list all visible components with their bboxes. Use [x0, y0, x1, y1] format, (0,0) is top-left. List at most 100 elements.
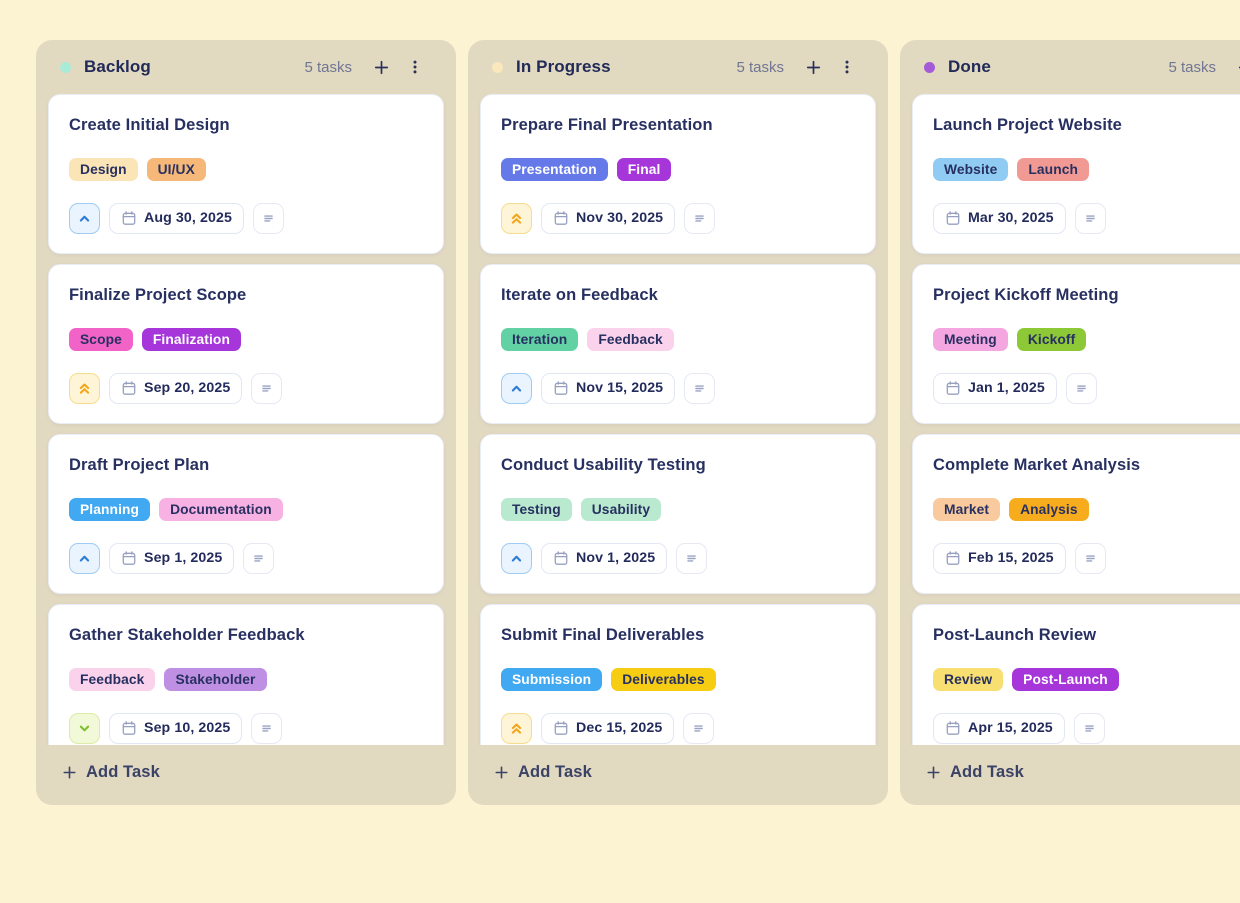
task-tag-feedback: Feedback	[69, 667, 156, 691]
task-card[interactable]: Complete Market Analysis Market Analysis …	[912, 434, 1240, 594]
task-card[interactable]: Post-Launch Review Review Post-Launch Apr…	[912, 604, 1240, 745]
tag-list: Iteration Feedback	[501, 327, 855, 351]
kanban-column-in-progress: In Progress 5 tasks Prepare Final Pr	[468, 40, 888, 805]
add-task-button[interactable]: Add Task	[62, 763, 160, 782]
calendar-icon	[945, 550, 961, 566]
task-card[interactable]: Project Kickoff Meeting Meeting Kickoff J…	[912, 264, 1240, 424]
due-date-chip[interactable]: Mar 30, 2025	[933, 202, 1066, 234]
calendar-icon	[121, 210, 137, 226]
tag-list: Scope Finalization	[69, 327, 423, 351]
column-task-count: 5 tasks	[1168, 58, 1216, 76]
task-card[interactable]: Launch Project Website Website Launch Mar…	[912, 94, 1240, 254]
due-date-chip[interactable]: Dec 15, 2025	[541, 712, 675, 744]
column-menu-button[interactable]	[402, 54, 428, 80]
notes-button[interactable]	[684, 202, 716, 234]
notes-button[interactable]	[1074, 542, 1106, 574]
priority-button[interactable]	[501, 372, 532, 404]
description-icon	[1082, 721, 1097, 736]
column-footer: Add Task	[468, 745, 888, 805]
column-add-button[interactable]	[1232, 54, 1240, 80]
description-icon	[1083, 551, 1098, 566]
notes-button[interactable]	[251, 372, 283, 404]
column-task-count: 5 tasks	[304, 58, 352, 76]
task-tag-testing: Testing	[501, 497, 572, 521]
due-date-chip[interactable]: Jan 1, 2025	[933, 372, 1057, 404]
notes-button[interactable]	[1065, 372, 1097, 404]
description-icon	[251, 551, 266, 566]
description-icon	[692, 381, 707, 396]
priority-button[interactable]	[69, 372, 100, 404]
priority-button[interactable]	[501, 202, 532, 234]
task-title: Conduct Usability Testing	[501, 456, 706, 474]
due-date-text: Sep 1, 2025	[144, 550, 223, 567]
task-tag-feedback: Feedback	[587, 327, 674, 351]
task-tag-deliverables: Deliverables	[611, 667, 716, 691]
chevron-up-icon	[76, 550, 93, 567]
due-date-text: Nov 1, 2025	[576, 550, 656, 567]
task-card[interactable]: Prepare Final Presentation Presentation F…	[480, 94, 876, 254]
notes-button[interactable]	[1074, 202, 1106, 234]
due-date-chip[interactable]: Aug 30, 2025	[109, 202, 244, 234]
double-chevron-up-icon	[76, 380, 93, 397]
priority-button[interactable]	[501, 542, 532, 574]
task-card[interactable]: Iterate on Feedback Iteration Feedback No…	[480, 264, 876, 424]
notes-button[interactable]	[243, 542, 275, 574]
due-date-text: Feb 15, 2025	[968, 550, 1054, 567]
due-date-chip[interactable]: Sep 1, 2025	[109, 542, 235, 574]
task-card[interactable]: Draft Project Plan Planning Documentation…	[48, 434, 444, 594]
plus-icon	[1237, 59, 1240, 76]
task-card[interactable]: Submit Final Deliverables Submission Deli…	[480, 604, 876, 745]
task-card[interactable]: Finalize Project Scope Scope Finalization…	[48, 264, 444, 424]
column-status-dot	[492, 61, 503, 73]
task-meta-row: Nov 15, 2025	[501, 372, 855, 404]
task-meta-row: Apr 15, 2025	[933, 712, 1240, 744]
priority-button[interactable]	[69, 202, 100, 234]
column-menu-button[interactable]	[834, 54, 860, 80]
task-tag-presentation: Presentation	[501, 157, 608, 181]
task-tag-submission: Submission	[501, 667, 603, 691]
due-date-chip[interactable]: Sep 20, 2025	[109, 372, 243, 404]
calendar-icon	[553, 550, 569, 566]
due-date-chip[interactable]: Sep 10, 2025	[109, 712, 243, 744]
description-icon	[692, 211, 707, 226]
add-task-button[interactable]: Add Task	[494, 763, 592, 782]
due-date-chip[interactable]: Apr 15, 2025	[933, 712, 1065, 744]
notes-button[interactable]	[252, 202, 284, 234]
notes-button[interactable]	[251, 712, 283, 744]
due-date-chip[interactable]: Nov 1, 2025	[541, 542, 668, 574]
priority-button[interactable]	[69, 712, 100, 744]
due-date-text: Nov 30, 2025	[576, 210, 664, 227]
due-date-text: Nov 15, 2025	[576, 380, 664, 397]
task-title: Complete Market Analysis	[933, 456, 1141, 474]
kebab-menu-icon	[407, 59, 423, 75]
task-title: Finalize Project Scope	[69, 286, 247, 304]
add-task-button[interactable]: Add Task	[926, 763, 1024, 782]
task-card[interactable]: Gather Stakeholder Feedback Feedback Stak…	[48, 604, 444, 745]
add-task-label: Add Task	[86, 762, 160, 781]
calendar-icon	[945, 210, 961, 226]
priority-button[interactable]	[501, 712, 532, 744]
notes-button[interactable]	[683, 712, 715, 744]
task-card[interactable]: Create Initial Design Design UI/UX Aug 30…	[48, 94, 444, 254]
priority-button[interactable]	[69, 542, 100, 574]
due-date-chip[interactable]: Nov 15, 2025	[541, 372, 676, 404]
due-date-chip[interactable]: Nov 30, 2025	[541, 202, 676, 234]
notes-button[interactable]	[676, 542, 708, 574]
task-tag-scope: Scope	[69, 327, 133, 351]
due-date-text: Apr 15, 2025	[968, 720, 1053, 737]
task-tag-ui-ux: UI/UX	[146, 157, 206, 181]
task-meta-row: Sep 1, 2025	[69, 542, 423, 574]
tag-list: Website Launch	[933, 157, 1240, 181]
due-date-chip[interactable]: Feb 15, 2025	[933, 542, 1066, 574]
column-add-button[interactable]	[368, 54, 394, 80]
task-card[interactable]: Conduct Usability Testing Testing Usabili…	[480, 434, 876, 594]
due-date-text: Sep 20, 2025	[144, 380, 231, 397]
column-add-button[interactable]	[800, 54, 826, 80]
task-meta-row: Jan 1, 2025	[933, 372, 1240, 404]
kanban-column-backlog: Backlog 5 tasks Create Initial Desig	[36, 40, 456, 805]
notes-button[interactable]	[684, 372, 716, 404]
plus-icon	[494, 765, 509, 780]
column-header: In Progress 5 tasks	[468, 40, 888, 94]
task-tag-final: Final	[616, 157, 672, 181]
notes-button[interactable]	[1073, 712, 1105, 744]
